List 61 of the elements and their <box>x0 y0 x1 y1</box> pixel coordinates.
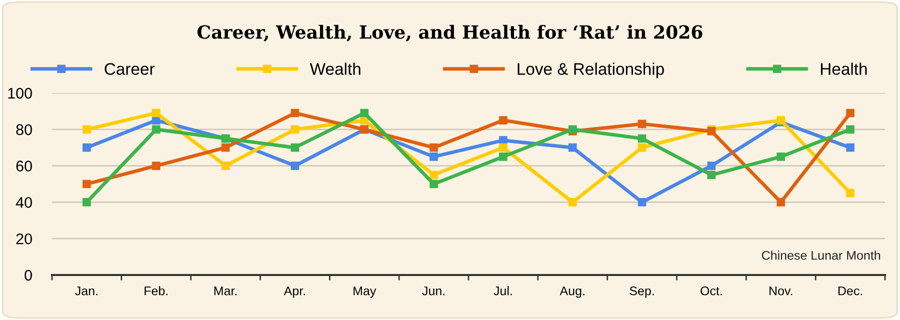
x-tick-label: Nov. <box>770 286 792 296</box>
point <box>430 152 438 161</box>
point <box>152 108 160 118</box>
point <box>846 108 854 118</box>
point <box>776 152 786 161</box>
point <box>430 170 438 180</box>
point <box>290 108 300 118</box>
legend-label: Health <box>820 62 867 75</box>
x-axis-title: Chinese Lunar Month <box>762 250 880 260</box>
point <box>82 125 91 134</box>
point <box>638 120 646 128</box>
point <box>221 143 230 152</box>
point <box>638 134 646 143</box>
x-tick-label: May <box>354 286 376 298</box>
x-tick-label: Feb. <box>144 286 168 296</box>
point <box>82 143 91 152</box>
y-tick-label: 80 <box>16 124 32 136</box>
point <box>846 143 854 152</box>
point <box>290 162 300 170</box>
point <box>638 143 646 152</box>
y-tick-label: 40 <box>16 197 32 208</box>
point <box>82 198 91 206</box>
point <box>152 116 160 124</box>
x-tick-label: Sep. <box>630 286 654 298</box>
point <box>499 116 508 124</box>
point <box>221 162 230 170</box>
x-tick-label: Dec. <box>838 286 862 296</box>
point <box>846 188 854 198</box>
x-tick-label: Oct. <box>700 286 722 296</box>
point <box>152 162 160 170</box>
point <box>776 198 786 206</box>
point <box>568 143 577 152</box>
legend-label: Love & Relationship <box>518 62 664 78</box>
point <box>430 180 438 188</box>
y-tick-label: 100 <box>8 88 32 99</box>
point <box>499 136 508 144</box>
x-tick-label: Aug. <box>560 286 584 298</box>
x-tick-label: Jun. <box>422 286 444 296</box>
y-tick-label: 60 <box>16 160 32 172</box>
y-tick-label: 0 <box>24 270 32 281</box>
point <box>499 143 508 152</box>
point <box>707 162 716 170</box>
x-tick-label: Jan. <box>75 286 98 296</box>
point <box>360 108 369 118</box>
legend-label: Wealth <box>310 62 360 75</box>
x-tick-label: Mar. <box>214 286 237 296</box>
point <box>152 125 160 134</box>
chart-title: Career, Wealth, Love, and Health for ‘Rat’ in 2026 <box>197 24 702 42</box>
point <box>638 198 646 206</box>
point <box>707 170 716 180</box>
x-tick-label: Apr. <box>284 286 305 298</box>
legend-label: Career <box>104 63 155 75</box>
point <box>846 125 854 134</box>
point <box>290 125 300 134</box>
point <box>290 143 300 152</box>
point <box>82 180 91 188</box>
x-tick-label: Jul. <box>494 286 512 296</box>
point <box>499 152 508 161</box>
point <box>430 143 438 152</box>
point <box>568 198 577 206</box>
y-tick-label: 20 <box>16 233 32 244</box>
